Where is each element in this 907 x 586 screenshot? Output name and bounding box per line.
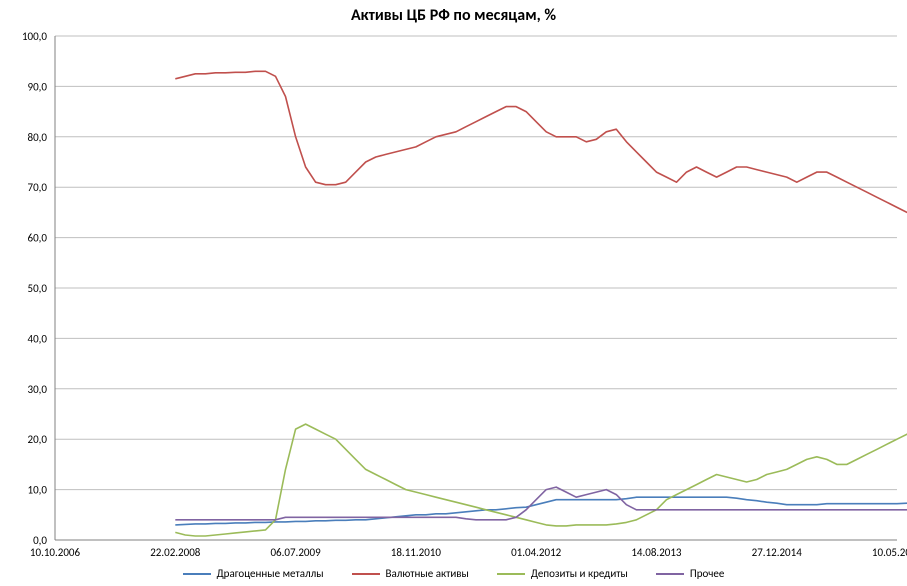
svg-text:70,0: 70,0 (28, 181, 48, 194)
svg-text:30,0: 30,0 (28, 383, 48, 396)
svg-text:01.04.2012: 01.04.2012 (511, 546, 562, 559)
legend-label: Депозиты и кредиты (531, 567, 628, 580)
legend-label: Прочее (690, 567, 725, 580)
legend-item: Прочее (656, 567, 725, 580)
svg-text:40,0: 40,0 (28, 332, 48, 345)
svg-text:10.10.2006: 10.10.2006 (30, 546, 81, 559)
legend-item: Валютные активы (352, 567, 469, 580)
svg-text:90,0: 90,0 (28, 80, 48, 93)
svg-text:14.08.2013: 14.08.2013 (631, 546, 682, 559)
chart-container: Активы ЦБ РФ по месяцам, % 0,010,020,030… (0, 0, 907, 586)
svg-text:50,0: 50,0 (28, 282, 48, 295)
svg-text:10.05.2016: 10.05.2016 (872, 546, 907, 559)
svg-text:20,0: 20,0 (28, 433, 48, 446)
svg-text:27.12.2014: 27.12.2014 (752, 546, 803, 559)
svg-text:60,0: 60,0 (28, 232, 48, 245)
legend-item: Драгоценные металлы (183, 567, 324, 580)
legend-label: Валютные активы (386, 567, 469, 580)
svg-text:18.11.2010: 18.11.2010 (391, 546, 442, 559)
svg-text:10,0: 10,0 (28, 484, 48, 497)
svg-text:100,0: 100,0 (22, 30, 47, 43)
legend: Драгоценные металлы Валютные активы Депо… (0, 567, 907, 580)
legend-item: Депозиты и кредиты (497, 567, 628, 580)
svg-text:22.02.2008: 22.02.2008 (150, 546, 201, 559)
legend-label: Драгоценные металлы (217, 567, 324, 580)
line-chart: 0,010,020,030,040,050,060,070,080,090,01… (0, 0, 907, 586)
svg-text:80,0: 80,0 (28, 131, 48, 144)
svg-text:06.07.2009: 06.07.2009 (270, 546, 321, 559)
